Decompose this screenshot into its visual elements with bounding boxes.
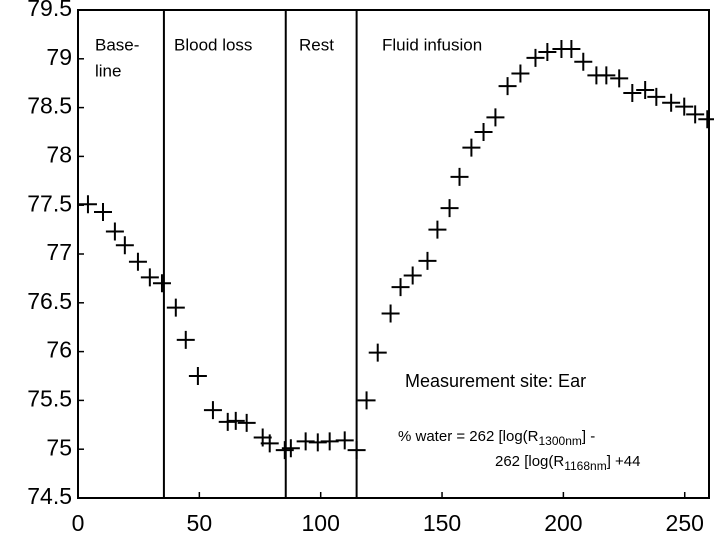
plus-marker xyxy=(428,221,446,239)
y-tick-label: 77 xyxy=(46,239,72,265)
x-tick-label: 50 xyxy=(187,510,213,536)
plus-marker xyxy=(177,331,195,349)
plus-marker xyxy=(204,401,222,419)
formula-part: ] - xyxy=(582,428,595,445)
y-tick-label: 78 xyxy=(46,141,72,167)
plus-marker xyxy=(227,412,245,430)
x-tick-label: 250 xyxy=(666,510,704,536)
plus-marker xyxy=(623,84,641,102)
plus-marker xyxy=(451,168,469,186)
x-tick-label: 150 xyxy=(423,510,461,536)
plus-marker xyxy=(418,252,436,270)
plus-marker xyxy=(129,253,147,271)
y-tick-label: 76.5 xyxy=(27,288,72,314)
plus-marker xyxy=(475,123,493,141)
annotation: Measurement site: Ear xyxy=(405,371,586,391)
plus-marker xyxy=(336,431,354,449)
formula: 262 [log(R1168nm] +44 xyxy=(495,453,640,473)
plus-marker xyxy=(562,40,580,58)
formula-part: 1168nm xyxy=(564,459,606,473)
plus-marker xyxy=(511,64,529,82)
plus-marker xyxy=(441,199,459,217)
plus-marker xyxy=(348,441,366,459)
formula: % water = 262 [log(R1300nm] - xyxy=(398,428,595,448)
plus-marker xyxy=(675,98,693,116)
plus-marker xyxy=(698,110,714,128)
plus-marker xyxy=(392,278,410,296)
y-tick-label: 79.5 xyxy=(27,0,72,21)
plus-marker xyxy=(238,414,256,432)
plus-marker xyxy=(369,344,387,362)
y-tick-label: 75 xyxy=(46,434,72,460)
plus-marker xyxy=(79,195,97,213)
y-tick-label: 78.5 xyxy=(27,93,72,119)
plus-marker xyxy=(686,105,704,123)
x-tick-label: 100 xyxy=(302,510,340,536)
plus-marker xyxy=(574,53,592,71)
x-tick-label: 200 xyxy=(544,510,582,536)
plus-marker xyxy=(167,299,185,317)
plus-marker xyxy=(404,266,422,284)
phase-label: line xyxy=(95,61,121,80)
formula-part: 1300nm xyxy=(539,434,582,448)
plus-marker xyxy=(116,236,134,254)
plus-marker xyxy=(610,69,628,87)
phase-label: Fluid infusion xyxy=(382,35,482,54)
phase-label: Rest xyxy=(299,35,334,54)
formula-part: % water = 262 [log(R xyxy=(398,428,539,445)
x-tick-label: 0 xyxy=(72,510,85,536)
formula-part: 262 [log(R xyxy=(495,453,564,470)
y-tick-label: 79 xyxy=(46,44,72,70)
phase-label: Blood loss xyxy=(174,35,252,54)
y-tick-label: 77.5 xyxy=(27,190,72,216)
plus-marker xyxy=(499,77,517,95)
plus-marker xyxy=(189,367,207,385)
y-tick-label: 76 xyxy=(46,337,72,363)
plus-marker xyxy=(94,203,112,221)
y-tick-label: 75.5 xyxy=(27,385,72,411)
phase-label: Base- xyxy=(95,35,139,54)
y-tick-label: 74.5 xyxy=(27,483,72,509)
plus-marker xyxy=(486,108,504,126)
plus-marker xyxy=(462,139,480,157)
plus-marker xyxy=(597,66,615,84)
plus-marker xyxy=(106,223,124,241)
plus-marker xyxy=(382,305,400,323)
formula-part: ] +44 xyxy=(607,453,641,470)
plot-frame xyxy=(78,10,709,498)
plus-marker xyxy=(358,391,376,409)
